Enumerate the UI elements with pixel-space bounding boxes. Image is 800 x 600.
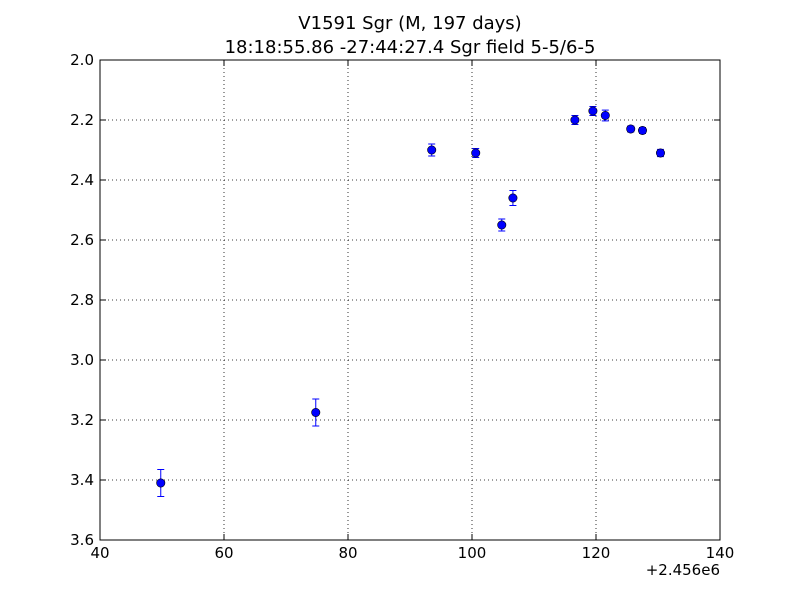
- axis-ticks: [99, 59, 721, 541]
- x-tick-label: 140: [706, 544, 735, 562]
- y-tick-label: 2.4: [70, 171, 94, 189]
- y-tick-label: 3.2: [70, 411, 94, 429]
- data-point: [508, 193, 518, 203]
- y-tick-labels: 2.0 2.2 2.4 2.6 2.8 3.0 3.2 3.4 3.6: [70, 51, 94, 549]
- data-points: [156, 106, 665, 488]
- data-point: [471, 148, 481, 158]
- y-tick-label: 2.0: [70, 51, 94, 69]
- data-point: [311, 407, 321, 417]
- y-tick-label: 2.8: [70, 291, 94, 309]
- data-point: [626, 124, 636, 134]
- y-tick-label: 3.6: [70, 531, 94, 549]
- data-point: [655, 148, 665, 158]
- x-tick-label: 120: [582, 544, 611, 562]
- data-point: [588, 106, 598, 116]
- chart-subtitle: 18:18:55.86 -27:44:27.4 Sgr field 5-5/6-…: [225, 37, 596, 58]
- y-tick-label: 2.6: [70, 231, 94, 249]
- data-point: [427, 145, 437, 155]
- x-axis-offset-label: +2.456e6: [646, 561, 720, 579]
- data-point: [637, 126, 647, 136]
- error-bars: [157, 106, 664, 497]
- data-point: [156, 478, 166, 488]
- x-tick-label: 40: [90, 544, 109, 562]
- y-tick-label: 3.0: [70, 351, 94, 369]
- grid-lines: [100, 60, 720, 540]
- chart-title: V1591 Sgr (M, 197 days): [298, 13, 521, 34]
- y-tick-label: 2.2: [70, 111, 94, 129]
- x-tick-labels: 40 60 80 100 120 140: [90, 544, 734, 562]
- x-tick-label: 80: [338, 544, 357, 562]
- x-tick-label: 60: [214, 544, 233, 562]
- data-point: [570, 115, 580, 125]
- x-tick-label: 100: [458, 544, 487, 562]
- data-point: [600, 111, 610, 121]
- y-tick-label: 3.4: [70, 471, 94, 489]
- data-point: [497, 220, 507, 230]
